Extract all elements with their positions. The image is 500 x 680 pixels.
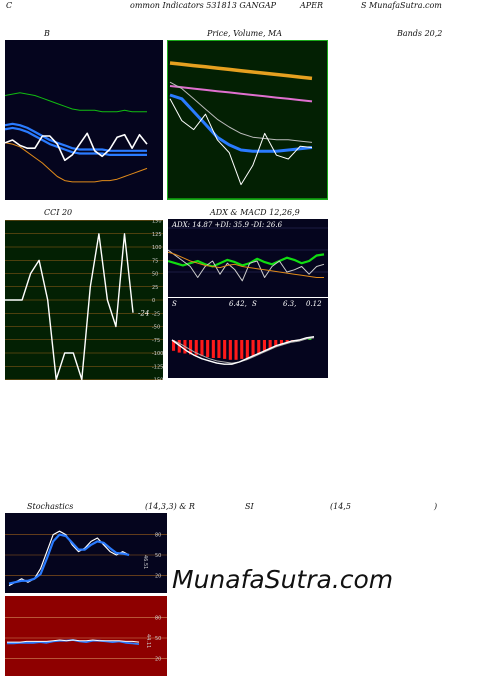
stoch-tick-label: 80: [155, 533, 161, 539]
cci-tick-label: 25: [152, 285, 158, 291]
adx-panel: ADX: 14.87 +DI: 35.9 -DI: 26.6: [168, 219, 328, 297]
stochastics-chart: 80 50 20 46.51: [5, 530, 167, 587]
macd-panel: S 6.42, S 6.3, 0.12: [168, 298, 328, 378]
cci-chart: 1751501251007550250-25-50-75-100-125-150…: [5, 220, 163, 380]
price-ma_pink-line: [169, 85, 313, 103]
macd-histogram-bar: [308, 338, 312, 340]
macd-chart: [171, 336, 315, 365]
stoch-panel: 80 50 20 46.51: [5, 513, 167, 593]
watermark: MunafaSutra.com: [172, 565, 394, 594]
macd-histogram-bar: [194, 340, 198, 356]
stoch-d-line: [8, 533, 130, 585]
cci-line: [5, 233, 134, 380]
header-title-2: APER: [300, 1, 324, 10]
cci-tick-label: -100: [152, 351, 163, 357]
bollinger-chart: [5, 92, 148, 183]
cci-title: CCI 20: [44, 208, 73, 217]
stoch-tick-label: 20: [155, 573, 161, 579]
macd-histogram-bar: [274, 340, 278, 348]
cci-tick-label: 100: [152, 245, 162, 251]
macd-histogram-bar: [206, 340, 210, 358]
rsi-tick-label: 80: [155, 616, 161, 622]
adx-minus_di-line: [168, 249, 325, 282]
macd-histogram-bar: [217, 340, 221, 358]
bollinger-lower-line: [5, 142, 148, 183]
header-site: S MunafaSutra.com: [361, 1, 442, 10]
macd-histogram-bar: [262, 340, 266, 352]
header-title: ommon Indicators 531813 GANGAP: [130, 1, 277, 10]
bollinger-panel: [5, 40, 163, 200]
cci-tick-label: 125: [152, 232, 162, 238]
macd-histogram-bar: [245, 340, 249, 358]
macd-histogram-bar: [211, 340, 215, 358]
bollinger-upper-line: [5, 92, 147, 113]
price-ma-title: Price, Volume, MA: [207, 29, 283, 38]
rsi-tick-label: 50: [155, 636, 161, 642]
adx-chart: [168, 227, 328, 282]
macd-label-v1: 6.42,: [229, 300, 247, 308]
macd-histogram-bar: [200, 340, 204, 357]
stoch-title-d: (14,5: [330, 502, 351, 511]
adx-plus_di-line: [168, 253, 325, 268]
bollinger-middle_b-line: [5, 126, 147, 157]
price-ma-chart: [168, 61, 327, 199]
macd-histogram-bar: [279, 340, 283, 345]
rsi-value-label: 44.11: [145, 634, 151, 648]
macd-histogram-bar: [285, 340, 289, 343]
cci-tick-label: -75: [152, 338, 160, 344]
rsi-panel: 80 50 20 44.11: [5, 596, 167, 676]
bands-title: Bands 20,2: [397, 29, 443, 38]
macd-histogram-bar: [189, 340, 193, 355]
macd-label-s2: S: [252, 300, 257, 308]
stoch-tick-label: 50: [155, 553, 161, 559]
cci-panel: 1751501251007550250-25-50-75-100-125-150…: [5, 220, 163, 380]
stoch-title-c: SI: [245, 502, 254, 511]
stoch-title-a: Stochastics: [27, 502, 74, 511]
cci-tick-label: -50: [152, 325, 160, 331]
macd-histogram-bar: [228, 340, 232, 360]
stoch-value-label: 46.51: [142, 555, 148, 569]
cci-tick-label: 50: [152, 272, 158, 278]
rsi-rsi_w-line: [7, 639, 140, 643]
rsi-tick-label: 20: [155, 656, 161, 662]
cci-tick-label: -25: [152, 311, 160, 317]
cci-tick-label: 75: [152, 258, 158, 264]
macd-histogram-bar: [172, 340, 176, 351]
adx-adx-line: [168, 251, 324, 278]
price-ma_orange-line: [169, 61, 313, 81]
macd-label-s1: S: [172, 300, 177, 308]
price-close-line: [169, 98, 313, 186]
macd-histogram-bar: [257, 340, 261, 355]
cci-tick-label: 150: [152, 220, 162, 225]
stoch-title-b: (14,3,3) & R: [145, 502, 195, 511]
macd-histogram-bar: [223, 340, 227, 359]
macd-histogram-bar: [268, 340, 272, 349]
cci-tick-label: 0: [152, 298, 155, 304]
macd-histogram-bar: [251, 340, 255, 357]
header-left: C: [6, 1, 13, 10]
price-ma-panel: [167, 40, 328, 200]
macd-histogram-bar: [234, 340, 238, 360]
adx-readout: ADX: 14.87 +DI: 35.9 -DI: 26.6: [172, 221, 283, 229]
bollinger-close-line: [5, 132, 148, 162]
stoch-title-e: ): [434, 502, 438, 511]
adx-macd-title: ADX & MACD 12,26,9: [210, 208, 300, 217]
macd-label-v2: 6.3,: [283, 300, 297, 308]
price-ma_grey-line: [169, 81, 313, 143]
cci-tick-label: -125: [152, 364, 163, 370]
rsi-chart: 80 50 20 44.11: [5, 616, 167, 662]
macd-label-v3: 0.12: [306, 300, 322, 308]
macd-line: [171, 336, 315, 365]
macd-histogram-bar: [240, 340, 244, 359]
macd-histogram-bar: [177, 340, 181, 353]
price-ma_blue-line: [169, 93, 313, 153]
cci-tick-label: -150: [152, 378, 163, 381]
bollinger-title: B: [44, 29, 50, 38]
cci-last-label: -24: [138, 310, 149, 318]
